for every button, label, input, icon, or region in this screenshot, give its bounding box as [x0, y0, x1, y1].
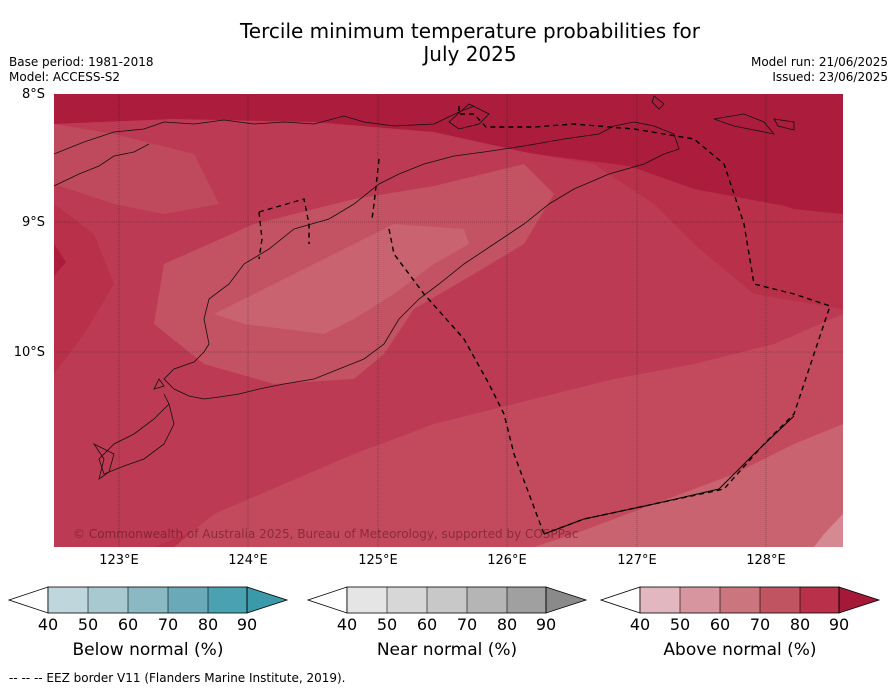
colorbar-above-swatch-4 [760, 587, 800, 613]
meta-right: Model run: 21/06/2025 Issued: 23/06/2025 [751, 55, 888, 85]
colorbar-near-swatch-2 [387, 587, 427, 613]
lon-label-126e: 126°E [487, 553, 527, 568]
title-line-2: July 2025 [423, 42, 517, 66]
lon-label-123e: 123°E [99, 553, 139, 568]
below-tick-80: 80 [197, 615, 219, 634]
eez-border-note: -- -- -- EEZ border V11 (Flanders Marine… [9, 671, 346, 685]
colorbar-below-swatch-3 [128, 587, 168, 613]
lon-label-124e: 124°E [228, 553, 268, 568]
below-tick-50: 50 [77, 615, 99, 634]
colorbar-near-max-arrow [545, 586, 588, 614]
probability-band-corner [814, 514, 843, 547]
above-tick-80: 80 [789, 615, 811, 634]
colorbar-below-swatch-5 [208, 587, 247, 613]
coastlines [54, 95, 795, 480]
lon-label-125e: 125°E [358, 553, 398, 568]
colorbar-above-swatch-3 [720, 587, 760, 613]
colorbar-above-swatch-2 [680, 587, 720, 613]
colorbar-below-swatch-2 [88, 587, 128, 613]
colorbar-above-swatch-1 [640, 587, 680, 613]
map-title: Tercile minimum temperature probabilitie… [170, 20, 770, 66]
near-normal-label: Near normal (%) [376, 640, 518, 660]
model-run: Model run: 21/06/2025 [750, 55, 888, 69]
above-normal-label: Above normal (%) [663, 640, 817, 660]
near-tick-80: 80 [496, 615, 518, 634]
colorbar-above-normal [600, 586, 881, 614]
title-line-1: Tercile minimum temperature probabilitie… [239, 19, 701, 43]
near-tick-40: 40 [336, 615, 358, 634]
above-tick-90: 90 [828, 615, 850, 634]
base-period: Base period: 1981-2018 [9, 55, 154, 69]
above-tick-60: 60 [709, 615, 731, 634]
above-tick-40: 40 [629, 615, 651, 634]
colorbar-below-max-arrow [246, 586, 289, 614]
below-normal-label: Below normal (%) [72, 640, 224, 660]
colorbar-above-min-arrow [600, 586, 641, 614]
eez-borders [258, 106, 831, 535]
below-tick-70: 70 [157, 615, 179, 634]
colorbar-above-max-arrow [838, 586, 881, 614]
meta-left: Base period: 1981-2018 Model: ACCESS-S2 [9, 55, 154, 85]
below-tick-60: 60 [117, 615, 139, 634]
graticule [54, 94, 843, 547]
lon-label-127e: 127°E [617, 553, 657, 568]
lat-label-10s: 10°S [13, 345, 45, 360]
colorbar-near-min-arrow [307, 586, 348, 614]
probability-map [54, 94, 843, 547]
near-tick-70: 70 [456, 615, 478, 634]
lat-label-8s: 8°S [21, 87, 45, 102]
colorbar-near-normal [307, 586, 588, 614]
probability-band-light [214, 224, 469, 334]
above-tick-50: 50 [669, 615, 691, 634]
near-tick-50: 50 [376, 615, 398, 634]
copyright-notice: © Commonwealth of Australia 2025, Bureau… [73, 527, 579, 541]
colorbar-below-min-arrow [8, 586, 49, 614]
colorbar-below-swatch-1 [48, 587, 88, 613]
lon-label-128e: 128°E [746, 553, 786, 568]
lat-label-9s: 9°S [21, 215, 45, 230]
colorbar-below-normal [8, 586, 289, 614]
colorbar-near-swatch-3 [427, 587, 467, 613]
colorbar-near-swatch-5 [507, 587, 546, 613]
issued-date: Issued: 23/06/2025 [772, 70, 888, 84]
colorbar-near-swatch-1 [347, 587, 387, 613]
colorbar-below-swatch-4 [168, 587, 208, 613]
probability-band-top-east [614, 124, 843, 214]
eez-solid-border [543, 415, 795, 535]
near-tick-60: 60 [416, 615, 438, 634]
colorbar-above-swatch-5 [800, 587, 839, 613]
probability-band-bottom-right [534, 424, 843, 547]
probability-band-edge [54, 244, 66, 276]
probability-band-west [54, 124, 219, 214]
near-tick-90: 90 [535, 615, 557, 634]
below-tick-90: 90 [236, 615, 258, 634]
above-tick-70: 70 [749, 615, 771, 634]
model-name: Model: ACCESS-S2 [9, 70, 121, 84]
colorbar-near-swatch-4 [467, 587, 507, 613]
below-tick-40: 40 [37, 615, 59, 634]
